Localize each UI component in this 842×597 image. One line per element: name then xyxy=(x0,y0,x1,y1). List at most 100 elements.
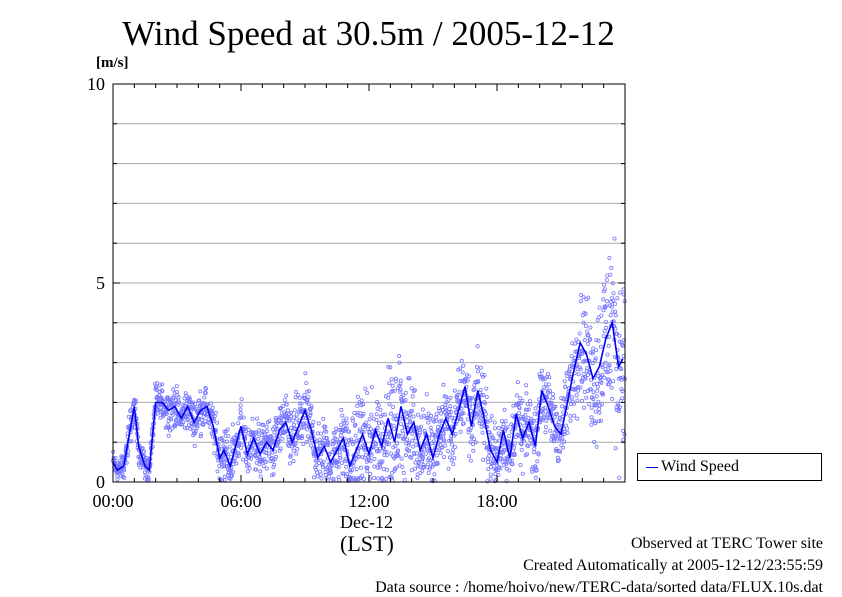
scatter-point xyxy=(522,423,527,428)
scatter-point xyxy=(219,447,224,452)
scatter-point xyxy=(600,402,605,407)
scatter-point xyxy=(184,393,189,398)
scatter-point xyxy=(287,418,292,423)
scatter-point xyxy=(384,453,389,458)
scatter-point xyxy=(267,454,272,459)
scatter-point xyxy=(304,380,309,385)
scatter-point xyxy=(350,416,355,421)
scatter-point xyxy=(170,412,175,417)
footer-data-source: Data source : /home/hoivo/new/TERC-data/… xyxy=(375,579,823,596)
scatter-point xyxy=(520,471,525,476)
scatter-point xyxy=(326,442,331,447)
scatter-point xyxy=(560,436,565,441)
scatter-point xyxy=(503,419,508,424)
scatter-point xyxy=(219,435,224,440)
scatter-point xyxy=(585,366,590,371)
scatter-point xyxy=(561,445,566,450)
scatter-point xyxy=(554,411,559,416)
scatter-point xyxy=(537,372,542,377)
scatter-point xyxy=(400,464,405,469)
scatter-point xyxy=(591,382,596,387)
scatter-point xyxy=(353,433,358,438)
scatter-point xyxy=(213,410,218,415)
scatter-point xyxy=(465,378,470,383)
scatter-point xyxy=(167,428,172,433)
scatter-point xyxy=(254,416,259,421)
scatter-point xyxy=(433,415,438,420)
scatter-point xyxy=(300,434,305,439)
scatter-point xyxy=(443,406,448,411)
scatter-point xyxy=(501,441,506,446)
scatter-point xyxy=(411,444,416,449)
scatter-point xyxy=(381,445,386,450)
scatter-point xyxy=(199,417,204,422)
scatter-point xyxy=(582,405,587,410)
legend: Wind Speed xyxy=(637,453,822,481)
scatter-point xyxy=(453,431,458,436)
scatter-point xyxy=(374,417,379,422)
scatter-point xyxy=(246,427,251,432)
scatter-point xyxy=(620,389,625,394)
scatter-point xyxy=(607,255,612,260)
scatter-point xyxy=(356,454,361,459)
scatter-point xyxy=(129,439,134,444)
scatter-point xyxy=(574,337,579,342)
scatter-point xyxy=(516,400,521,405)
scatter-point xyxy=(287,461,292,466)
scatter-point xyxy=(407,376,412,381)
scatter-point xyxy=(594,348,599,353)
scatter-point xyxy=(395,441,400,446)
scatter-point xyxy=(607,363,612,368)
scatter-point xyxy=(360,473,365,478)
scatter-point xyxy=(410,438,415,443)
scatter-point xyxy=(234,461,239,466)
scatter-point xyxy=(237,440,242,445)
scatter-point xyxy=(238,411,243,416)
scatter-point xyxy=(285,408,290,413)
scatter-point xyxy=(420,457,425,462)
scatter-point xyxy=(398,422,403,427)
scatter-point xyxy=(544,386,549,391)
scatter-point xyxy=(185,414,190,419)
scatter-point xyxy=(402,477,407,482)
scatter-point xyxy=(300,425,305,430)
scatter-point xyxy=(306,401,311,406)
scatter-point xyxy=(259,433,264,438)
scatter-point xyxy=(221,464,226,469)
scatter-point xyxy=(488,418,493,423)
scatter-point xyxy=(273,415,278,420)
scatter-point xyxy=(278,446,283,451)
scatter-point xyxy=(617,333,622,338)
scatter-point xyxy=(518,396,523,401)
scatter-point xyxy=(377,449,382,454)
scatter-point xyxy=(586,333,591,338)
scatter-point xyxy=(335,459,340,464)
scatter-points xyxy=(111,236,627,484)
scatter-point xyxy=(533,464,538,469)
scatter-point xyxy=(594,394,599,399)
scatter-point xyxy=(355,394,360,399)
scatter-point xyxy=(565,430,570,435)
scatter-point xyxy=(458,366,463,371)
scatter-point xyxy=(483,401,488,406)
scatter-point xyxy=(396,433,401,438)
scatter-point xyxy=(187,397,192,402)
scatter-point xyxy=(526,443,531,448)
scatter-point xyxy=(488,472,493,477)
scatter-point xyxy=(195,424,200,429)
scatter-point xyxy=(591,390,596,395)
scatter-point xyxy=(336,464,341,469)
scatter-point xyxy=(391,426,396,431)
footer-created-time: Created Automatically at 2005-12-12/23:5… xyxy=(523,557,823,574)
scatter-point xyxy=(447,413,452,418)
scatter-point xyxy=(596,338,601,343)
scatter-point xyxy=(484,394,489,399)
scatter-point xyxy=(388,411,393,416)
scatter-point xyxy=(333,437,338,442)
scatter-point xyxy=(395,448,400,453)
scatter-point xyxy=(374,412,379,417)
scatter-point xyxy=(366,424,371,429)
scatter-point xyxy=(568,418,573,423)
scatter-point xyxy=(115,477,120,482)
scatter-point xyxy=(294,451,299,456)
